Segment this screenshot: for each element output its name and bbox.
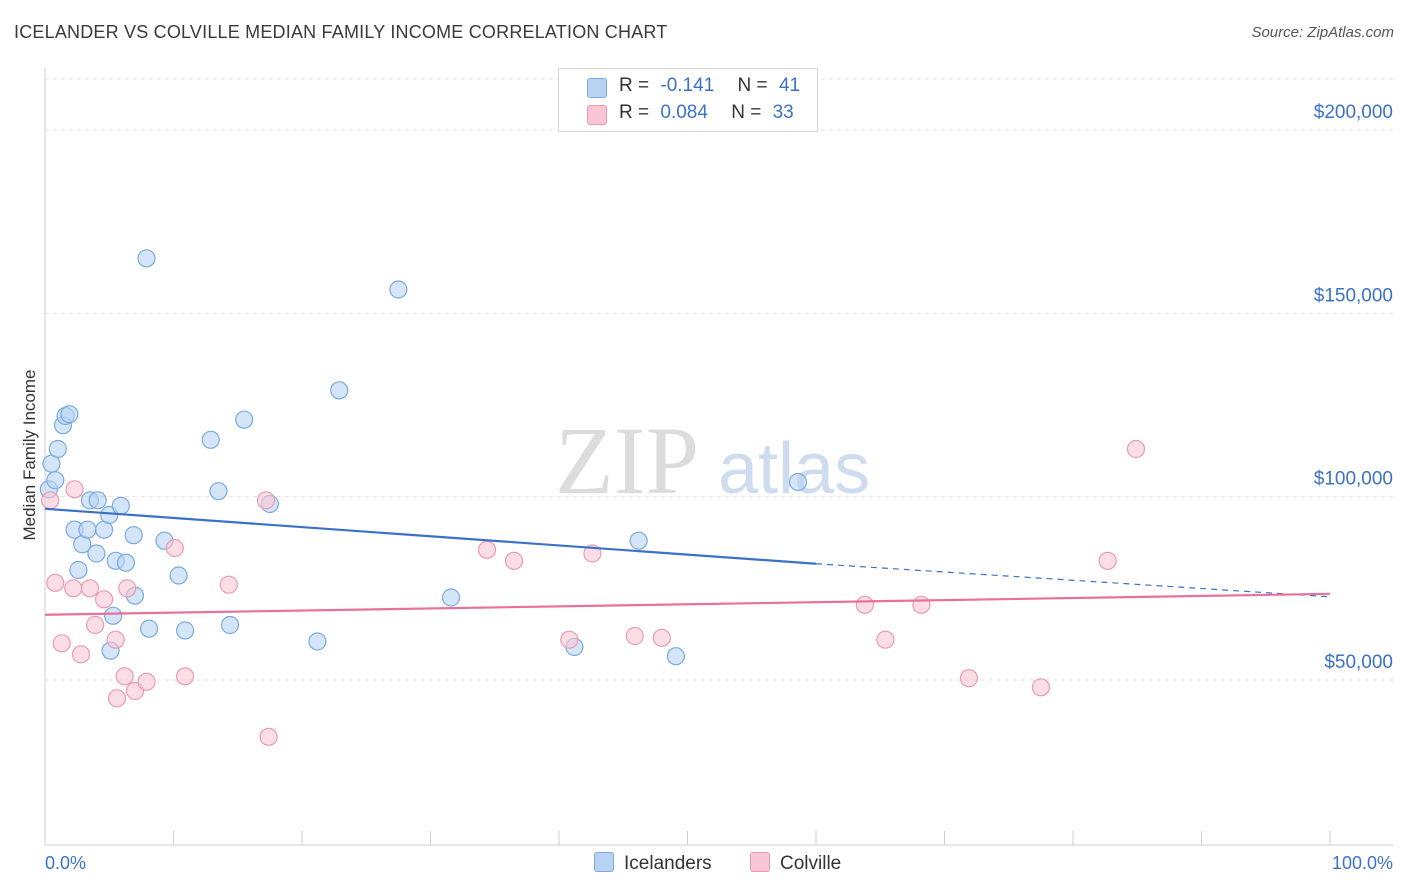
icelanders-point — [69, 560, 88, 580]
y-tick-labels: $50,000 $100,000 $150,000 $200,000 — [1314, 102, 1393, 673]
colville-point — [625, 626, 644, 646]
colville-point — [959, 669, 979, 688]
bottom-legend-icelanders: Icelanders — [594, 852, 712, 875]
icelanders-point — [308, 632, 327, 651]
icelanders-point — [48, 439, 67, 459]
icelanders-point — [389, 280, 408, 299]
colville-point — [107, 689, 127, 708]
icelanders-point — [87, 544, 106, 563]
colville-point — [165, 538, 184, 558]
n-value-colville: 33 — [772, 102, 794, 123]
icelanders-point — [88, 491, 107, 510]
colville-point — [1031, 678, 1050, 697]
icelanders-point — [175, 621, 195, 640]
n-value-icelanders: 41 — [778, 75, 801, 96]
trendline-colville — [44, 592, 1331, 616]
icelanders-point — [137, 249, 156, 268]
colville-point — [95, 590, 114, 609]
y-tick-label: $200,000 — [1314, 102, 1393, 123]
bottom-swatch-icelanders — [594, 852, 614, 872]
colville-point — [912, 595, 931, 614]
icelanders-point — [209, 482, 228, 501]
icelanders-point — [111, 496, 130, 515]
colville-point — [52, 634, 71, 653]
icelanders-point — [169, 566, 188, 585]
r-value-colville: 0.084 — [660, 102, 708, 123]
colville-point — [477, 540, 497, 559]
r-value-icelanders: -0.141 — [660, 75, 715, 96]
colville-point — [175, 667, 195, 686]
watermark-zip: ZIP — [555, 407, 699, 514]
icelanders-point — [139, 619, 159, 638]
colville-point — [71, 645, 91, 664]
r-label: R = — [619, 102, 650, 123]
chart-title: ICELANDER VS COLVILLE MEDIAN FAMILY INCO… — [14, 22, 668, 42]
colville-point — [583, 544, 602, 563]
colville-point — [65, 480, 84, 499]
icelanders-point — [60, 405, 79, 424]
icelanders-point — [124, 526, 143, 545]
trendline-icelanders-extension — [815, 563, 1331, 598]
trendline-icelanders — [44, 507, 817, 565]
legend-swatch-colville — [587, 105, 607, 125]
colville-point — [115, 667, 134, 686]
icelanders-point — [629, 531, 648, 550]
y-tick-label: $150,000 — [1314, 285, 1393, 306]
r-label: R = — [619, 75, 650, 96]
grid — [45, 78, 1393, 681]
trendlines — [44, 507, 1331, 616]
watermark-atlas: atlas — [718, 429, 870, 509]
data-points — [39, 249, 1146, 746]
legend-swatch-icelanders — [587, 78, 607, 98]
colville-point — [64, 579, 83, 598]
colville-point — [1098, 551, 1117, 570]
stats-legend: R = -0.141 N = 41 R = 0.084 N = 33 — [558, 68, 818, 132]
n-label: N = — [731, 102, 762, 123]
colville-point — [137, 672, 156, 691]
colville-point — [219, 575, 238, 594]
icelanders-point — [220, 615, 240, 635]
icelanders-point — [78, 520, 97, 539]
bottom-swatch-colville — [750, 852, 770, 872]
icelanders-point — [46, 471, 65, 490]
x-tick-label: 0.0% — [45, 853, 86, 873]
colville-point — [118, 579, 137, 598]
colville-point — [86, 615, 105, 635]
colville-point — [1126, 439, 1146, 459]
x-tick-label: 100.0% — [1332, 853, 1393, 873]
colville-point — [504, 551, 524, 570]
colville-point — [46, 573, 65, 592]
colville-point — [560, 630, 579, 649]
icelanders-point — [104, 606, 123, 625]
icelanders-point — [330, 381, 349, 400]
icelanders-point — [201, 430, 220, 449]
icelanders-point — [666, 647, 686, 666]
y-tick-label: $50,000 — [1324, 652, 1393, 673]
axes — [44, 68, 1393, 846]
x-tick-labels: 0.0% 100.0% — [45, 853, 1393, 873]
colville-point — [256, 491, 276, 510]
icelanders-point — [441, 588, 461, 607]
bottom-legend-label-icelanders: Icelanders — [624, 853, 712, 874]
colville-point — [876, 630, 895, 649]
n-label: N = — [737, 75, 768, 96]
source-label: Source: ZipAtlas.com — [1251, 24, 1394, 41]
colville-point — [652, 628, 671, 647]
colville-point — [80, 579, 100, 598]
colville-point — [106, 630, 125, 649]
icelanders-point — [235, 410, 254, 429]
colville-point — [855, 595, 874, 614]
y-tick-label: $100,000 — [1314, 469, 1393, 490]
bottom-legend-colville: Colville — [750, 852, 841, 875]
icelanders-point — [788, 472, 808, 492]
colville-point — [259, 727, 278, 746]
bottom-legend-label-colville: Colville — [780, 853, 842, 874]
colville-point — [41, 491, 60, 510]
icelanders-point — [116, 553, 136, 572]
